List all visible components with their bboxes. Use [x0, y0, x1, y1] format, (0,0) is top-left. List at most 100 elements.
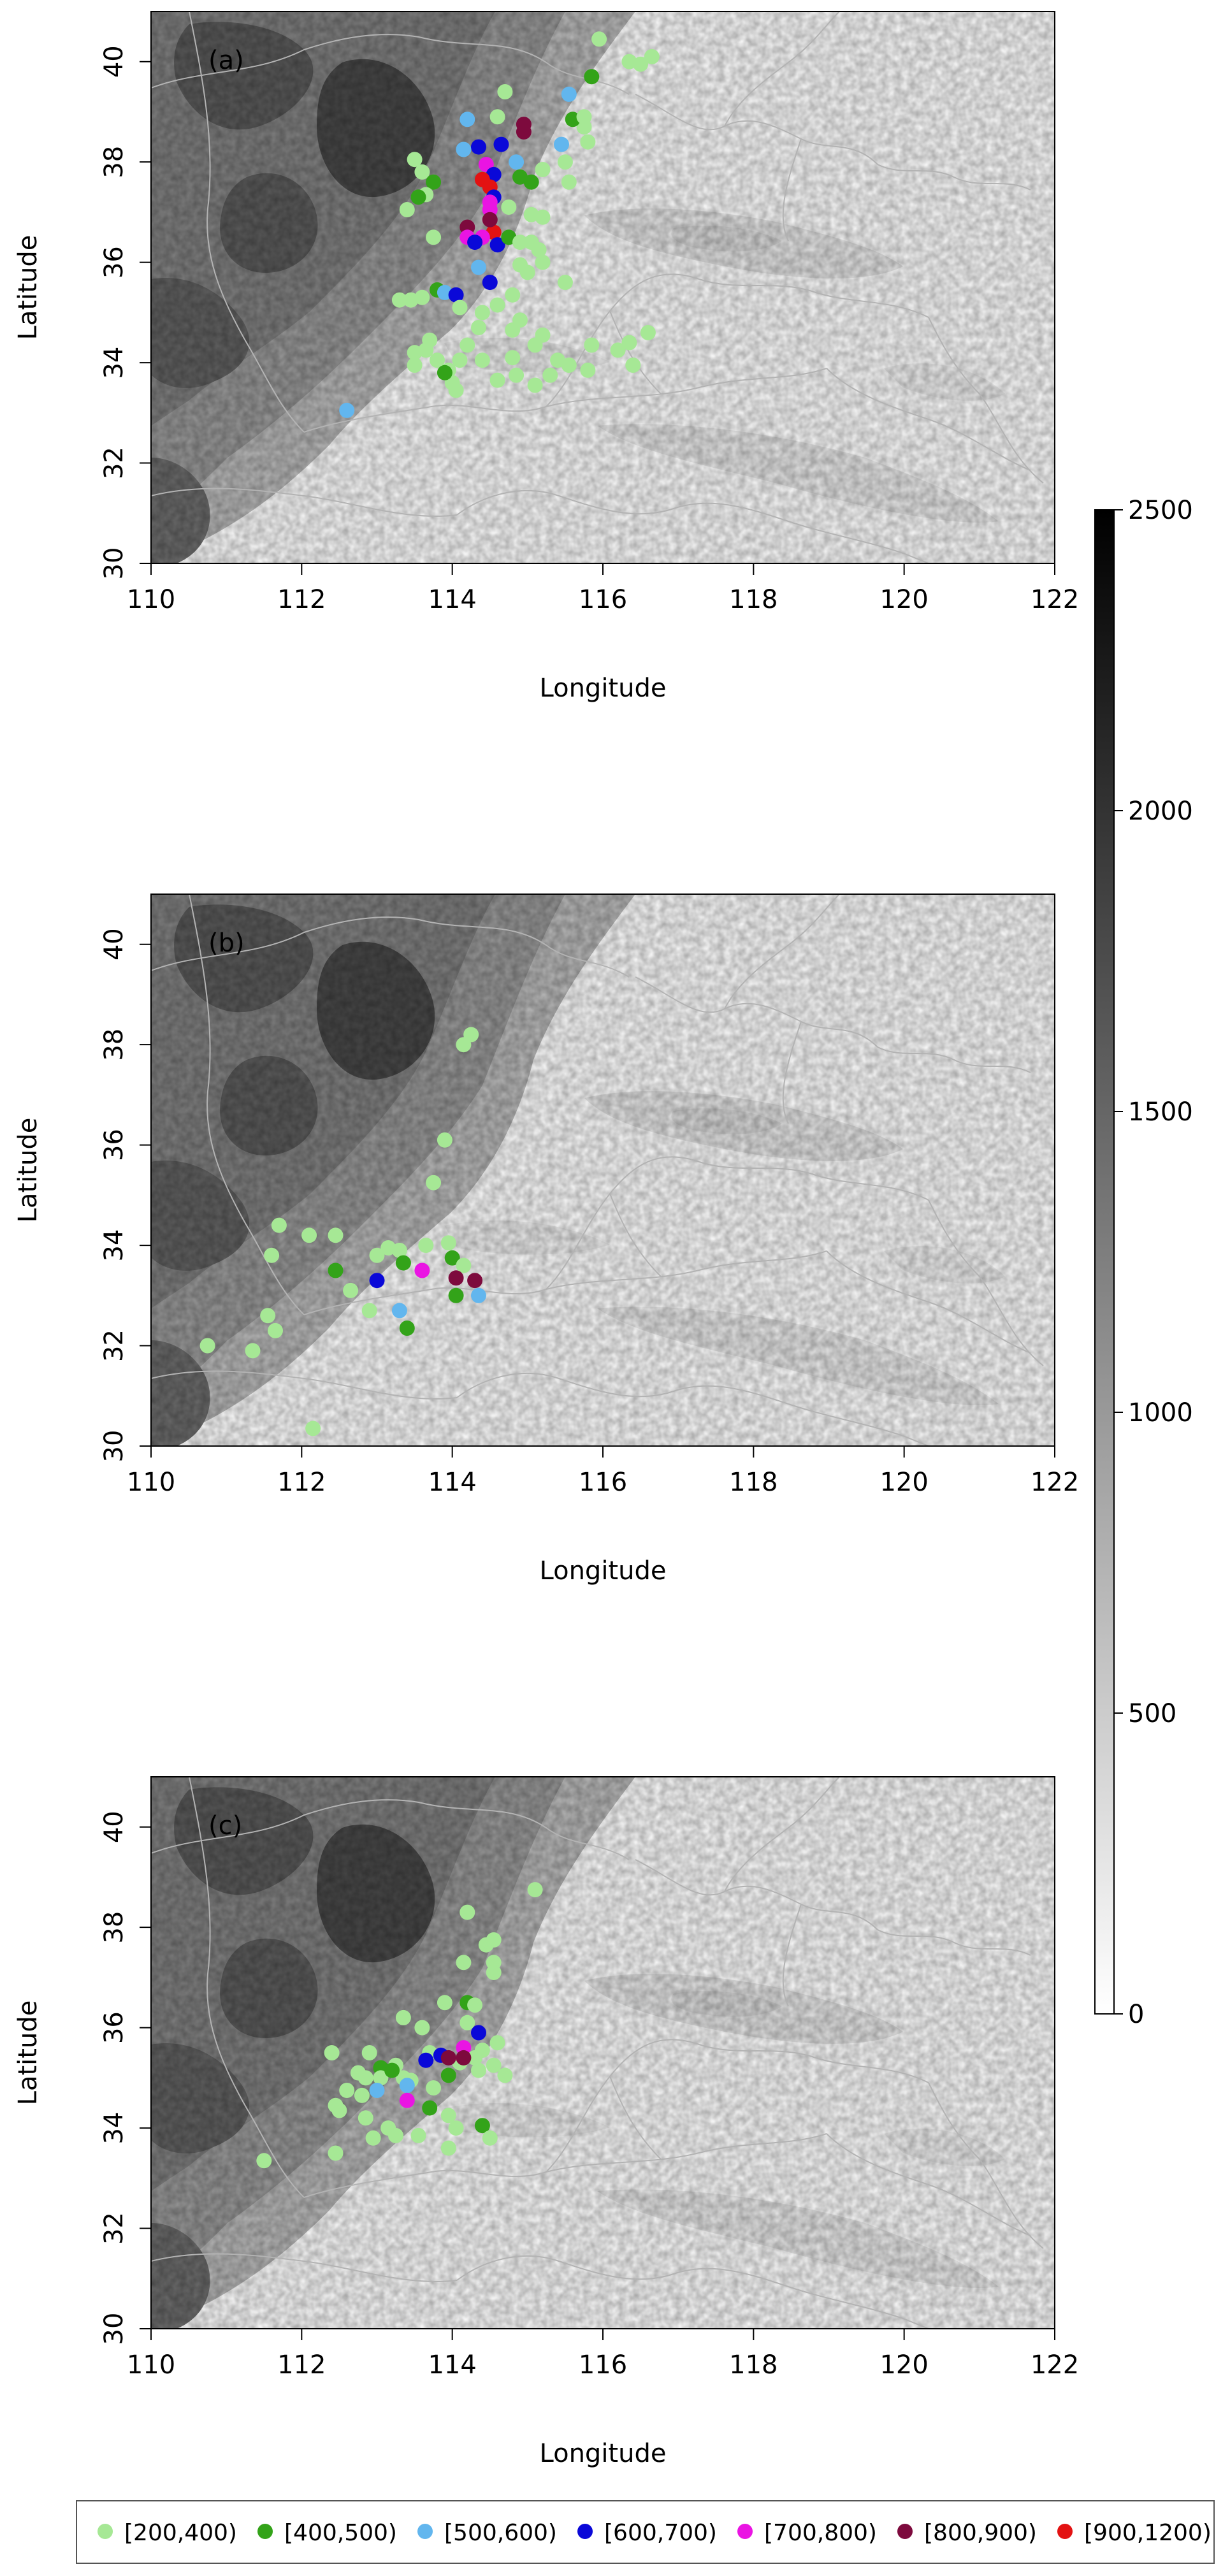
station-point: [456, 1037, 472, 1053]
station-point: [268, 1322, 283, 1338]
x-tick-label: 112: [277, 1468, 326, 1497]
station-point: [399, 2092, 415, 2108]
station-point: [305, 1421, 321, 1436]
station-point: [452, 352, 468, 368]
station-point: [535, 162, 551, 177]
station-point: [361, 2045, 377, 2060]
station-point: [493, 136, 509, 152]
x-tick-label: 114: [428, 1468, 476, 1497]
station-point: [482, 2130, 498, 2146]
legend-swatch: [1057, 2524, 1073, 2539]
station-point: [625, 358, 641, 373]
station-point: [523, 174, 539, 190]
legend-swatch: [897, 2524, 913, 2539]
station-point: [516, 117, 532, 133]
station-point: [474, 352, 490, 368]
station-point: [444, 1250, 460, 1266]
station-point: [339, 2083, 355, 2098]
station-point: [264, 1247, 280, 1263]
station-point: [395, 2009, 411, 2025]
y-axis: 30 32 34 36 38 40: [99, 928, 151, 1462]
station-point: [430, 352, 445, 368]
station-point: [509, 154, 525, 170]
y-axis: 30 32 34 36 38 40: [99, 45, 151, 579]
legend-label: [400,500): [284, 2520, 397, 2546]
station-point: [456, 141, 472, 157]
station-point: [260, 1308, 276, 1324]
panel-tag: (c): [208, 1811, 242, 1841]
station-point: [391, 1303, 407, 1319]
station-point: [512, 235, 528, 250]
station-point: [343, 1282, 359, 1298]
station-point: [403, 292, 419, 308]
station-points-c: [256, 1882, 543, 2169]
panel-c: (c) 110 112 114 116 118 120 122 30 32 34 36 38 40 L…: [13, 1776, 1079, 2468]
station-point: [527, 337, 543, 353]
station-point: [497, 84, 513, 99]
station-point: [542, 367, 558, 383]
station-point: [519, 264, 535, 280]
station-point: [440, 2108, 456, 2124]
x-tick-label: 116: [579, 2350, 627, 2380]
station-point: [471, 139, 486, 155]
station-point: [440, 2140, 456, 2156]
station-point: [418, 2052, 434, 2068]
station-point: [505, 350, 521, 366]
boundary-lines: [151, 1777, 1044, 2329]
station-point: [459, 2015, 475, 2030]
y-tick-label: 32: [99, 2212, 129, 2245]
station-point: [324, 2045, 340, 2060]
x-tick-label: 114: [428, 585, 476, 614]
x-tick-label: 112: [277, 2350, 326, 2380]
station-point: [395, 1255, 411, 1271]
station-point: [301, 1227, 317, 1243]
station-point: [535, 254, 551, 270]
panel-tag: (a): [208, 46, 244, 75]
station-point: [467, 235, 483, 250]
station-point: [380, 1240, 396, 1255]
station-point: [452, 300, 468, 315]
station-point: [640, 324, 656, 340]
x-tick-label: 122: [1031, 1468, 1079, 1497]
station-point: [388, 2127, 403, 2143]
y-tick-label: 34: [99, 347, 129, 379]
legend-swatch: [577, 2524, 593, 2539]
station-point: [501, 199, 517, 215]
y-tick-label: 38: [99, 1029, 129, 1061]
y-tick-label: 40: [99, 45, 129, 78]
x-axis-label: Longitude: [540, 674, 667, 703]
station-point: [509, 367, 525, 383]
y-tick-label: 30: [99, 2313, 129, 2345]
station-point: [422, 2100, 438, 2116]
station-point: [448, 1270, 464, 1286]
x-tick-label: 114: [428, 2350, 476, 2380]
y-tick-label: 34: [99, 1229, 129, 1262]
station-point: [437, 365, 452, 380]
station-point: [482, 275, 498, 291]
y-tick-label: 36: [99, 2011, 129, 2044]
boundary-lines: [151, 11, 1044, 563]
x-tick-label: 120: [879, 585, 928, 614]
station-point: [365, 2130, 381, 2146]
elevation-shading: [151, 894, 1055, 1446]
station-point: [256, 2153, 272, 2169]
station-point: [328, 2145, 344, 2161]
y-tick-label: 36: [99, 1129, 129, 1161]
y-tick-label: 36: [99, 246, 129, 279]
station-point: [448, 2120, 464, 2136]
station-point: [407, 152, 423, 168]
station-point: [527, 377, 543, 393]
x-tick-label: 122: [1031, 585, 1079, 614]
station-point: [199, 1338, 215, 1354]
station-point: [426, 229, 442, 245]
y-tick-label: 40: [99, 928, 129, 960]
x-axis: 110 112 114 116 118 120 122: [127, 1446, 1079, 1497]
station-point: [486, 1932, 502, 1948]
station-point: [271, 1217, 287, 1233]
station-point: [448, 1287, 464, 1303]
station-point: [426, 174, 442, 190]
station-point: [407, 358, 423, 373]
station-point: [527, 1882, 543, 1898]
station-point: [467, 1997, 483, 2013]
x-tick-label: 118: [729, 2350, 778, 2380]
